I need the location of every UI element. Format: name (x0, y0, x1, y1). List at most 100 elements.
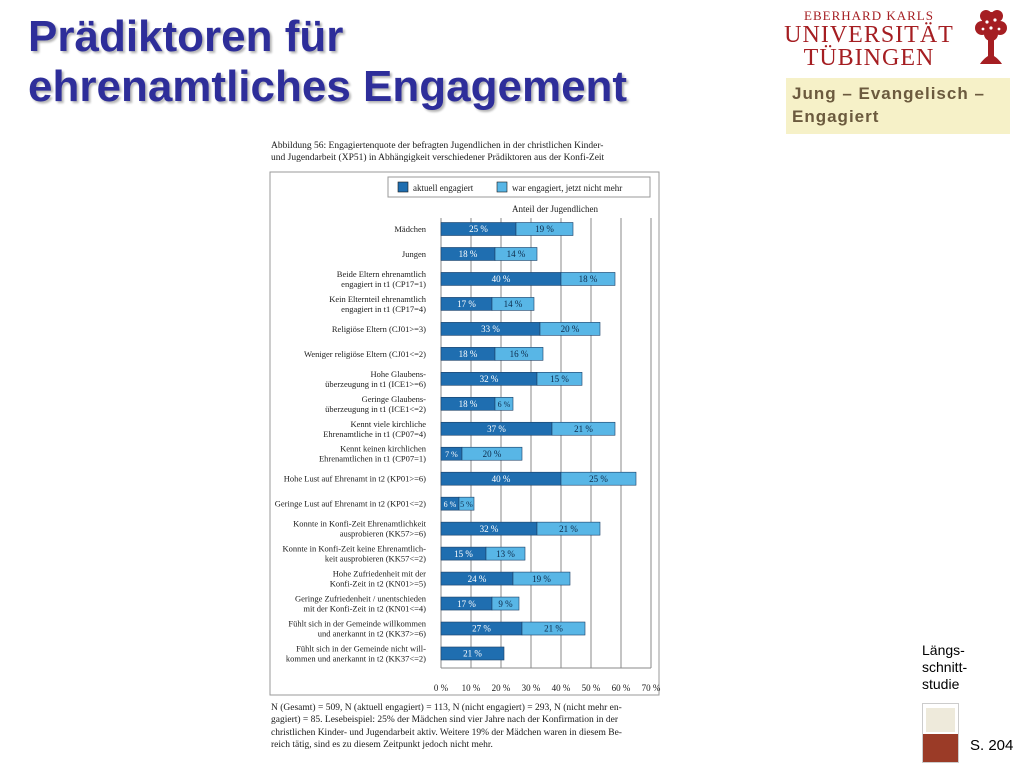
bar-value-label: 37 % (487, 424, 506, 434)
bar-value-label: 40 % (492, 274, 511, 284)
bar-segment (440, 646, 505, 661)
category-label: Beide Eltern ehrenamtlich (337, 269, 427, 279)
category-label: Konfi-Zeit in t2 (KN01>=5) (330, 579, 426, 589)
bar-value-label: 25 % (469, 224, 488, 234)
bar-value-label: 9 % (498, 599, 513, 609)
bar-value-label: 25 % (589, 474, 608, 484)
bar-segment (458, 496, 475, 511)
bar-value-label: 19 % (535, 224, 554, 234)
bar-value-label: 27 % (472, 624, 491, 634)
category-label: überzeugung in t1 (ICE1>=6) (325, 379, 426, 389)
book-cover-band (923, 734, 958, 762)
university-logo: EBERHARD KARLS UNIVERSITÄT TÜBINGEN (782, 8, 1018, 70)
legend-swatch (496, 181, 508, 193)
bar-segment (494, 396, 514, 411)
category-label: Ehrenamtliche in t1 (CP07=4) (323, 429, 426, 439)
chart-subtitle: Anteil der Jugendlichen (512, 204, 598, 214)
category-label: Kein Elternteil ehrenamtlich (329, 294, 427, 304)
study-type-line3: studie (922, 676, 960, 692)
bar-value-label: 17 % (457, 299, 476, 309)
figure-note-line1: N (Gesamt) = 509, N (aktuell engagiert) … (271, 703, 622, 713)
bar-segment (560, 471, 637, 486)
bar-segment (485, 546, 526, 561)
bar-segment (494, 347, 544, 361)
category-label: engagiert in t1 (CP17=4) (341, 304, 426, 314)
x-tick-label: 30 % (522, 683, 541, 693)
category-label: Mädchen (394, 224, 426, 234)
category-label: Religiöse Eltern (CJ01>=3) (332, 324, 426, 334)
bar-value-label: 5 % (460, 500, 473, 509)
figure-caption-line2: und Jugendarbeit (XP51) in Abhängigkeit … (271, 153, 605, 163)
bar-segment (536, 372, 583, 386)
category-label: Geringe Lust auf Ehrenamt in t2 (KP01<=2… (275, 499, 426, 509)
bar-value-label: 21 % (559, 524, 578, 534)
figure-note-line3: christlichen Kinder- und Jugendarbeit ak… (271, 727, 622, 738)
tagline-line1: Jung – Evangelisch – (792, 84, 985, 103)
bar-segment (491, 297, 535, 311)
bar-value-label: 32 % (480, 374, 499, 384)
tree-seal-icon (975, 10, 1007, 64)
study-type-label: Längs- schnitt- studie (922, 642, 967, 693)
chart-legend (387, 176, 651, 198)
bar-value-label: 20 % (483, 449, 502, 459)
bar-segment (491, 596, 520, 611)
legend-swatch (397, 181, 409, 193)
slide-title-line1: Prädiktoren für (28, 12, 344, 61)
x-tick-label: 20 % (492, 683, 511, 693)
tagline-line2: Engagiert (792, 107, 880, 126)
category-label: Fühlt sich in der Gemeinde willkommen (288, 619, 426, 629)
bar-value-label: 24 % (468, 574, 487, 584)
bar-segment (560, 272, 616, 286)
bar-value-label: 15 % (550, 374, 569, 384)
category-label: Weniger religiöse Eltern (CJ01<=2) (304, 349, 426, 359)
figure-note-line2: gagiert) = 85. Lesebeispiel: 25% der Mäd… (271, 715, 618, 726)
bar-value-label: 18 % (579, 274, 598, 284)
page-reference: S. 204 (970, 737, 1014, 754)
category-label: Konnte in Konfi-Zeit keine Ehrenamtlich- (282, 544, 426, 554)
bar-segment (512, 571, 571, 586)
logo-line3: TÜBINGEN (803, 45, 935, 71)
category-label: Konnte in Konfi-Zeit Ehrenamtlichkeit (293, 519, 427, 529)
book-cover-top (926, 708, 955, 732)
bar-value-label: 18 % (459, 399, 478, 409)
bar-value-label: 16 % (510, 349, 529, 359)
category-label: Kennt keinen kirchlichen (340, 444, 427, 454)
university-wordmark: EBERHARD KARLS UNIVERSITÄT TÜBINGEN (784, 8, 954, 70)
category-label: überzeugung in t1 (ICE1<=2) (325, 404, 426, 414)
category-label: Hohe Lust auf Ehrenamt in t2 (KP01>=6) (284, 474, 426, 484)
category-label: und anerkannt in t2 (KK37>=6) (318, 629, 426, 639)
x-tick-label: 0 % (434, 683, 449, 693)
bar-value-label: 21 % (574, 424, 593, 434)
x-tick-label: 60 % (612, 683, 631, 693)
bar-value-label: 6 % (498, 400, 511, 409)
bar-value-label: 18 % (459, 349, 478, 359)
bar-value-label: 21 % (544, 624, 563, 634)
category-label: ausprobieren (KK57>=6) (340, 529, 426, 539)
bar-segment (461, 446, 523, 461)
bar-value-label: 14 % (504, 299, 523, 309)
bar-value-label: 13 % (496, 549, 515, 559)
category-label: Fühlt sich in der Gemeinde nicht will- (296, 643, 426, 653)
bar-value-label: 19 % (532, 574, 551, 584)
slide-title: Prädiktoren für ehrenamtliches Engagemen… (28, 12, 627, 112)
logo-line2: UNIVERSITÄT (784, 22, 954, 48)
logo-line1: EBERHARD KARLS (804, 8, 934, 23)
figure-note-line4: reich tätig, sind es zu diesem Zeitpunkt… (271, 739, 493, 750)
x-tick-label: 70 % (642, 683, 661, 693)
study-type-line2: schnitt- (922, 659, 968, 675)
figure-note: N (Gesamt) = 509, N (aktuell engagiert) … (271, 702, 666, 751)
bar-value-label: 7 % (445, 450, 458, 459)
study-type-line1: Längs- (922, 642, 965, 658)
bar-value-label: 14 % (507, 249, 526, 259)
bar-segment (539, 322, 601, 336)
bar-value-label: 6 % (444, 500, 457, 509)
x-tick-label: 50 % (582, 683, 601, 693)
bar-value-label: 32 % (480, 524, 499, 534)
category-label: keit ausprobieren (KK57<=2) (325, 554, 426, 564)
bar-value-label: 21 % (463, 649, 482, 659)
category-label: Ehrenamtlichen in t1 (CP07=1) (319, 454, 426, 464)
bar-segment (494, 247, 538, 261)
figure-caption-line1: Abbildung 56: Engagiertenquote der befra… (271, 141, 604, 151)
bar-value-label: 17 % (457, 599, 476, 609)
